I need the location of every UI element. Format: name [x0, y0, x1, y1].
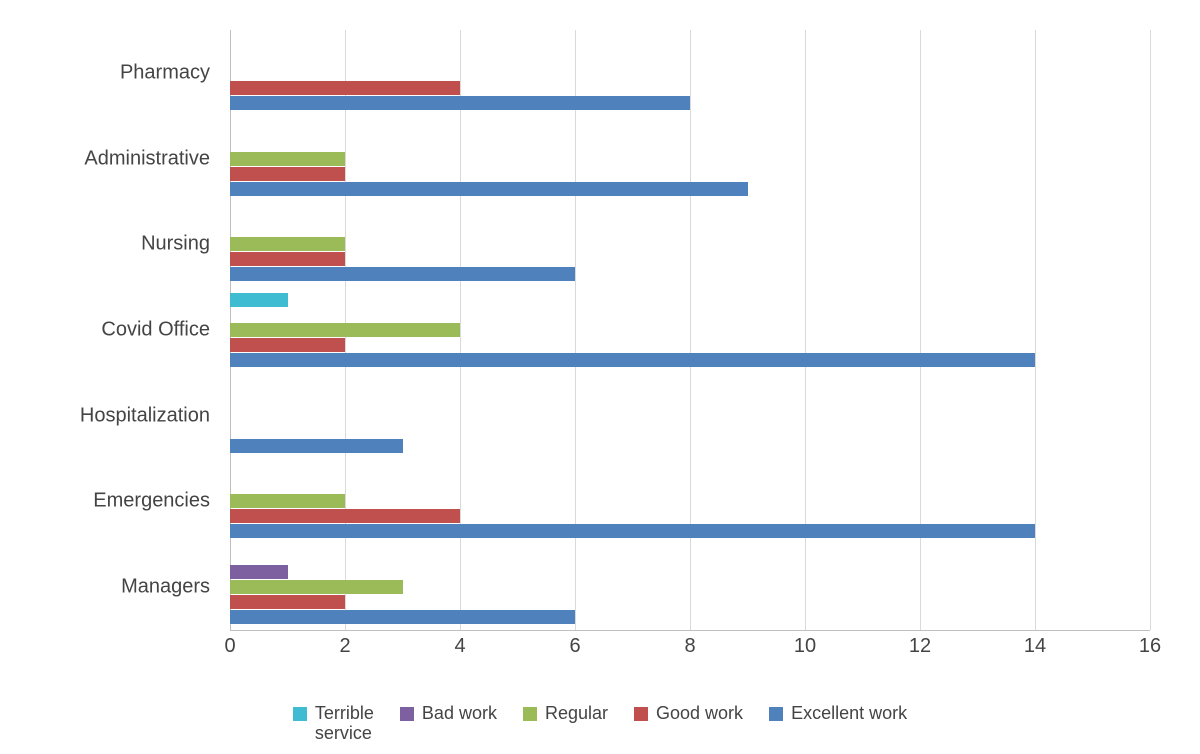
- x-tick-label: 14: [1024, 635, 1046, 658]
- y-axis-labels: Pharmacy Administrative Nursing Covid Offic…: [40, 30, 220, 630]
- legend-label: Good work: [656, 703, 743, 724]
- bar-good: [230, 595, 345, 609]
- y-tick-label: Managers: [121, 576, 210, 599]
- legend: Terribleservice Bad work Regular Good work E…: [0, 703, 1200, 744]
- category-group: [230, 36, 1150, 110]
- bar-regular: [230, 237, 345, 251]
- bar-excellent: [230, 524, 1035, 538]
- bar-excellent: [230, 182, 748, 196]
- chart-container: Pharmacy Administrative Nursing Covid Offic…: [0, 0, 1200, 754]
- x-tick-label: 10: [794, 635, 816, 658]
- legend-item-bad: Bad work: [400, 703, 497, 724]
- bar-regular: [230, 494, 345, 508]
- y-tick-label: Pharmacy: [120, 61, 210, 84]
- legend-item-regular: Regular: [523, 703, 608, 724]
- category-group: [230, 207, 1150, 281]
- x-tick-label: 2: [339, 635, 350, 658]
- bar-excellent: [230, 439, 403, 453]
- y-tick-label: Nursing: [141, 233, 210, 256]
- plot-area: 0246810121416: [230, 30, 1150, 631]
- y-tick-label: Administrative: [84, 147, 210, 170]
- bar-good: [230, 167, 345, 181]
- bar-excellent: [230, 610, 575, 624]
- legend-swatch: [400, 707, 414, 721]
- legend-swatch: [634, 707, 648, 721]
- bar-regular: [230, 152, 345, 166]
- category-group: [230, 550, 1150, 624]
- category-group: [230, 122, 1150, 196]
- category-group: [230, 464, 1150, 538]
- bar-good: [230, 252, 345, 266]
- bar-excellent: [230, 96, 690, 110]
- bar-excellent: [230, 267, 575, 281]
- bar-excellent: [230, 353, 1035, 367]
- bar-terrible: [230, 293, 288, 307]
- legend-item-good: Good work: [634, 703, 743, 724]
- chart-area: Pharmacy Administrative Nursing Covid Offic…: [40, 30, 1160, 660]
- x-tick-label: 6: [569, 635, 580, 658]
- legend-label: Terribleservice: [315, 703, 374, 744]
- bar-regular: [230, 323, 460, 337]
- legend-item-terrible: Terribleservice: [293, 703, 374, 744]
- bar-good: [230, 338, 345, 352]
- x-tick-label: 0: [224, 635, 235, 658]
- legend-swatch: [523, 707, 537, 721]
- bar-regular: [230, 580, 403, 594]
- bar-good: [230, 81, 460, 95]
- x-tick-label: 8: [684, 635, 695, 658]
- y-tick-label: Emergencies: [93, 490, 210, 513]
- category-group: [230, 379, 1150, 453]
- bar-bad: [230, 565, 288, 579]
- legend-label: Excellent work: [791, 703, 907, 724]
- y-tick-label: Hospitalization: [80, 404, 210, 427]
- legend-label: Bad work: [422, 703, 497, 724]
- category-group: [230, 293, 1150, 367]
- x-tick-label: 4: [454, 635, 465, 658]
- legend-swatch: [769, 707, 783, 721]
- bar-good: [230, 509, 460, 523]
- legend-swatch: [293, 707, 307, 721]
- legend-item-excellent: Excellent work: [769, 703, 907, 724]
- legend-label: Regular: [545, 703, 608, 724]
- gridline: [1150, 30, 1151, 630]
- x-tick-label: 16: [1139, 635, 1161, 658]
- x-tick-label: 12: [909, 635, 931, 658]
- y-tick-label: Covid Office: [101, 319, 210, 342]
